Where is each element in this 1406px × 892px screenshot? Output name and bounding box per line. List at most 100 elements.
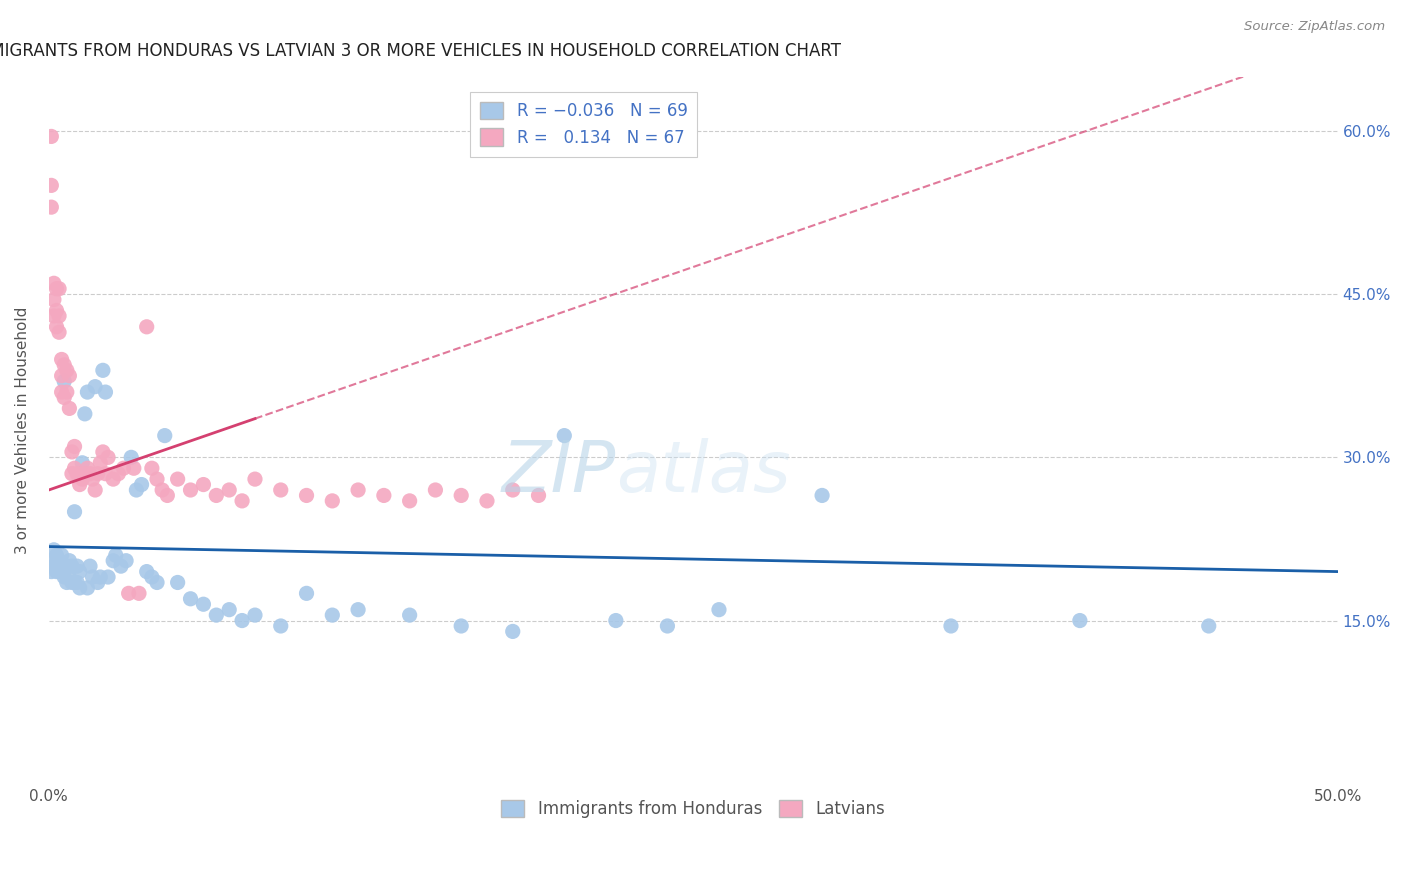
Point xyxy=(321,608,343,623)
Point xyxy=(707,602,730,616)
Point xyxy=(60,445,83,459)
Point xyxy=(166,575,188,590)
Point xyxy=(347,483,370,497)
Text: ZIP: ZIP xyxy=(502,438,616,507)
Point xyxy=(103,472,125,486)
Point xyxy=(94,385,117,400)
Point xyxy=(41,554,63,568)
Point xyxy=(42,542,65,557)
Point xyxy=(41,178,63,193)
Point xyxy=(502,483,524,497)
Point xyxy=(122,461,145,475)
Point xyxy=(51,385,73,400)
Point xyxy=(91,445,114,459)
Point xyxy=(193,477,215,491)
Point xyxy=(193,597,215,611)
Point xyxy=(63,575,86,590)
Point xyxy=(146,575,169,590)
Point xyxy=(107,467,129,481)
Point xyxy=(205,608,228,623)
Point xyxy=(89,570,111,584)
Point xyxy=(45,565,67,579)
Point xyxy=(150,483,173,497)
Point xyxy=(41,565,63,579)
Point xyxy=(425,483,447,497)
Text: IMMIGRANTS FROM HONDURAS VS LATVIAN 3 OR MORE VEHICLES IN HOUSEHOLD CORRELATION : IMMIGRANTS FROM HONDURAS VS LATVIAN 3 OR… xyxy=(0,42,841,60)
Point xyxy=(48,554,70,568)
Point xyxy=(103,554,125,568)
Point xyxy=(42,277,65,291)
Point xyxy=(45,303,67,318)
Point xyxy=(41,129,63,144)
Point xyxy=(66,559,89,574)
Point xyxy=(69,477,91,491)
Point xyxy=(48,282,70,296)
Point xyxy=(66,467,89,481)
Point xyxy=(231,614,253,628)
Point xyxy=(475,494,498,508)
Point xyxy=(218,483,240,497)
Point xyxy=(48,309,70,323)
Point xyxy=(42,293,65,307)
Point xyxy=(450,488,472,502)
Point xyxy=(48,565,70,579)
Point xyxy=(118,586,141,600)
Legend: Immigrants from Honduras, Latvians: Immigrants from Honduras, Latvians xyxy=(495,793,891,825)
Point xyxy=(553,428,575,442)
Point xyxy=(141,461,163,475)
Point xyxy=(135,319,157,334)
Point xyxy=(66,575,89,590)
Point xyxy=(939,619,962,633)
Point xyxy=(73,467,96,481)
Point xyxy=(45,549,67,563)
Point xyxy=(53,570,76,584)
Point xyxy=(231,494,253,508)
Text: atlas: atlas xyxy=(616,438,790,507)
Point xyxy=(153,428,176,442)
Point xyxy=(76,581,98,595)
Point xyxy=(79,467,101,481)
Point xyxy=(60,575,83,590)
Point xyxy=(91,363,114,377)
Point xyxy=(53,374,76,388)
Point xyxy=(205,488,228,502)
Point xyxy=(180,591,202,606)
Point xyxy=(450,619,472,633)
Y-axis label: 3 or more Vehicles in Household: 3 or more Vehicles in Household xyxy=(15,307,30,554)
Point xyxy=(69,581,91,595)
Point xyxy=(605,614,627,628)
Point xyxy=(97,570,120,584)
Point xyxy=(56,559,79,574)
Point xyxy=(58,368,80,383)
Point xyxy=(56,385,79,400)
Point xyxy=(63,505,86,519)
Point xyxy=(58,570,80,584)
Point xyxy=(53,391,76,405)
Point xyxy=(51,352,73,367)
Point xyxy=(72,456,94,470)
Point xyxy=(156,488,179,502)
Point xyxy=(110,559,132,574)
Point xyxy=(398,494,420,508)
Point xyxy=(527,488,550,502)
Point xyxy=(82,570,104,584)
Point xyxy=(270,483,292,497)
Point xyxy=(398,608,420,623)
Point xyxy=(120,450,142,465)
Point xyxy=(89,456,111,470)
Point xyxy=(84,483,107,497)
Point xyxy=(321,494,343,508)
Point xyxy=(42,559,65,574)
Point xyxy=(131,477,153,491)
Point xyxy=(79,559,101,574)
Point xyxy=(135,565,157,579)
Point xyxy=(73,407,96,421)
Point xyxy=(295,488,318,502)
Point xyxy=(69,565,91,579)
Point xyxy=(243,608,266,623)
Point xyxy=(76,461,98,475)
Point xyxy=(811,488,834,502)
Point xyxy=(76,385,98,400)
Point xyxy=(45,319,67,334)
Point xyxy=(51,549,73,563)
